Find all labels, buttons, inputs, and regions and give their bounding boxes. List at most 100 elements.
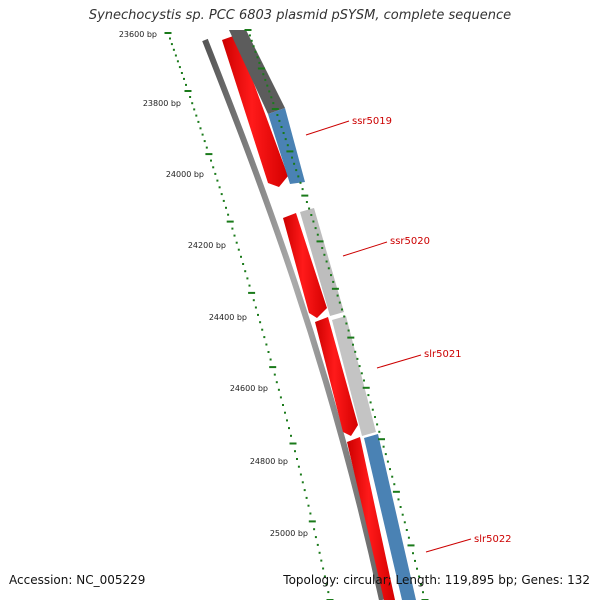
ruler-minor-tick [332, 280, 335, 283]
ruler-minor-tick [272, 102, 275, 105]
ruler-minor-tick [212, 166, 215, 169]
ruler-minor-tick [293, 162, 296, 165]
ruler-minor-tick [363, 379, 365, 382]
ruler-minor-tick [296, 458, 298, 460]
ruler-minor-tick [176, 60, 179, 63]
ruler-dots-left [164, 32, 334, 600]
ruler-minor-tick [220, 193, 223, 196]
ruler-major-tick [248, 291, 256, 294]
ruler-minor-tick [422, 591, 424, 594]
ruler-minor-tick [264, 78, 267, 81]
ruler-minor-tick [284, 138, 287, 141]
ruler-minor-tick [391, 475, 394, 478]
ruler-minor-tick [252, 299, 255, 302]
ruler-minor-tick [205, 146, 208, 149]
ruler-minor-tick [254, 306, 257, 309]
ruler-minor-tick [386, 460, 389, 463]
ruler-minor-tick [185, 83, 187, 86]
ruler-minor-tick [336, 294, 339, 297]
ruler-minor-tick [199, 127, 202, 130]
ruler-minor-tick [360, 372, 363, 375]
ruler-minor-tick [358, 365, 361, 368]
cds-feature-slr5021[interactable] [315, 317, 358, 436]
ruler-minor-tick [197, 120, 200, 123]
ruler-minor-tick [378, 430, 381, 433]
sequence-summary: Topology: circular; Length: 119,895 bp; … [283, 573, 590, 587]
ruler-minor-tick [299, 473, 302, 476]
ruler-minor-tick [244, 270, 247, 273]
ruler-minor-tick [288, 427, 290, 430]
ruler-minor-tick [297, 175, 300, 178]
ruler-minor-tick [393, 483, 396, 486]
cds-feature-ssr5020[interactable] [283, 213, 327, 318]
ruler-tick-label: 24600 bp [230, 384, 268, 393]
ruler-minor-tick [210, 159, 212, 162]
ruler-minor-tick [420, 583, 422, 586]
ruler-minor-tick [170, 43, 173, 46]
ruler-minor-tick [233, 234, 236, 237]
ruler-minor-tick [227, 213, 230, 216]
ruler-minor-tick [201, 133, 204, 136]
hit-block-blue-bottom[interactable] [364, 434, 416, 600]
ruler-minor-tick [371, 408, 374, 411]
ruler-tick-label: 25000 bp [270, 529, 308, 538]
gene-label-ssr5020[interactable]: ssr5020 [390, 236, 430, 247]
ruler-minor-tick [276, 114, 279, 116]
cds-feature-slr5022[interactable] [347, 437, 395, 600]
gene-leader-line [425, 538, 472, 553]
hit-block-blue-top[interactable] [268, 108, 305, 184]
ruler-minor-tick [257, 313, 259, 316]
ruler-dots-right [244, 29, 429, 600]
ruler-major-tick [257, 67, 265, 70]
ruler-minor-tick [189, 96, 192, 98]
ruler-minor-tick [231, 227, 234, 230]
ruler-minor-tick [323, 575, 326, 578]
ruler-minor-tick [401, 513, 404, 516]
ruler-minor-tick [412, 552, 414, 555]
ruler-minor-tick [222, 199, 225, 202]
ruler-minor-tick [314, 227, 317, 230]
gene-leader-line [376, 354, 422, 369]
gene-label-ssr5019[interactable]: ssr5019 [352, 116, 392, 127]
gene-label-slr5022[interactable]: slr5022 [474, 534, 512, 545]
ruler-minor-tick [240, 255, 242, 258]
ruler-minor-tick [270, 96, 273, 99]
ruler-minor-tick [354, 350, 357, 353]
ruler-major-tick [301, 194, 309, 197]
gene-labels: ssr5019 ssr5020 slr5021 slr5022 [305, 116, 512, 553]
ruler-minor-tick [374, 416, 376, 418]
ruler-minor-tick [291, 156, 293, 159]
ruler-major-tick [164, 32, 172, 34]
ruler-minor-tick [301, 188, 304, 191]
hit-block-light-2[interactable] [332, 316, 376, 436]
ruler-minor-tick [305, 496, 308, 499]
ruler-minor-tick [308, 207, 311, 210]
ruler-minor-tick [169, 37, 171, 40]
ruler-minor-tick [178, 66, 181, 69]
ruler-minor-tick [280, 126, 283, 128]
gene-label-slr5021[interactable]: slr5021 [424, 349, 462, 360]
cds-feature-top[interactable] [222, 35, 288, 187]
ruler-minor-tick [299, 181, 302, 184]
ruler-minor-tick [294, 450, 296, 453]
ruler-minor-tick [314, 536, 317, 539]
ruler-minor-tick [261, 328, 264, 331]
gene-leader-line [305, 120, 350, 136]
ruler-major-tick [308, 520, 316, 523]
ruler-minor-tick [321, 247, 324, 249]
ruler-minor-tick [254, 50, 257, 53]
ruler-tick-label: 23800 bp [143, 99, 181, 108]
ruler-minor-tick [313, 528, 316, 531]
ruler-minor-tick [282, 404, 284, 406]
ruler-minor-tick [183, 77, 185, 80]
ruler-minor-tick [275, 381, 278, 384]
ruler-minor-tick [252, 45, 255, 48]
ruler-tick-label: 23600 bp [119, 30, 157, 39]
ruler-minor-tick [325, 260, 328, 263]
ruler-minor-tick [305, 201, 308, 203]
ruler-minor-tick [277, 388, 280, 391]
ruler-minor-tick [286, 419, 288, 422]
hit-block-dark[interactable] [229, 30, 285, 114]
ruler-minor-tick [258, 61, 261, 64]
